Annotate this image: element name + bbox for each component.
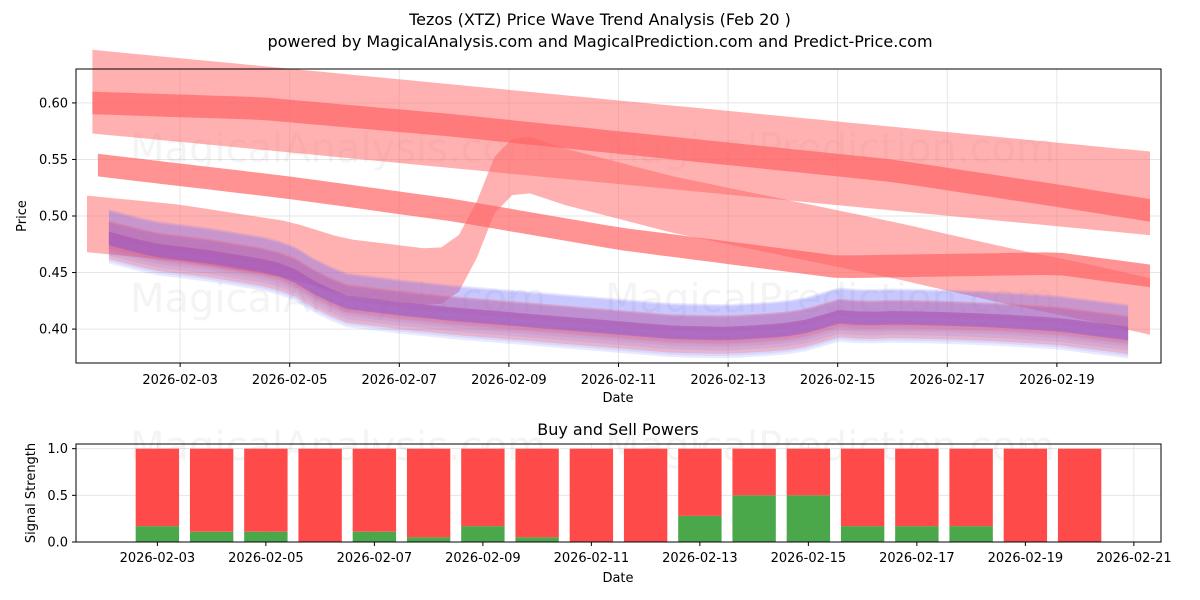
- signal-x-tick-label: 2026-02-21: [1096, 551, 1172, 566]
- price-x-tick-label: 2026-02-07: [362, 373, 438, 388]
- sell-bar: [189, 448, 234, 532]
- signal-x-tick-label: 2026-02-13: [662, 551, 738, 566]
- signal-bars: [135, 448, 1102, 542]
- price-y-tick-label: 0.60: [39, 96, 68, 111]
- signal-x-tick-label: 2026-02-09: [445, 551, 521, 566]
- sell-bar: [840, 448, 885, 527]
- buy-bar: [189, 531, 234, 542]
- trend-band: [97, 153, 1150, 288]
- trend-band: [92, 91, 1150, 222]
- red-wave-band: [108, 220, 1129, 334]
- sell-bar: [569, 448, 614, 542]
- price-y-tick-label: 0.45: [39, 266, 68, 281]
- signal-x-label: Date: [602, 571, 633, 586]
- sell-bar: [515, 448, 559, 538]
- price-x-axis: 2026-02-03 2026-02-05 2026-02-07 2026-02-09…: [142, 363, 1095, 388]
- price-x-tick-label: 2026-02-05: [252, 373, 328, 388]
- sell-bar: [406, 448, 451, 538]
- red-wave-band: [108, 220, 1129, 343]
- buy-bar: [678, 515, 722, 542]
- price-x-tick-label: 2026-02-15: [800, 373, 876, 388]
- signal-x-tick-label: 2026-02-17: [879, 551, 955, 566]
- price-x-tick-label: 2026-02-13: [690, 373, 766, 388]
- buy-bar: [244, 531, 288, 542]
- chart-subtitle: powered by MagicalAnalysis.com and Magic…: [267, 32, 932, 51]
- price-x-tick-label: 2026-02-09: [471, 373, 547, 388]
- price-y-axis: 0.40 0.45 0.50 0.55 0.60: [39, 96, 76, 338]
- buy-bar: [135, 526, 180, 542]
- sell-bar: [461, 448, 505, 527]
- blue-wave-band: [108, 221, 1129, 344]
- signal-x-axis: 2026-02-03 2026-02-05 2026-02-07 2026-02-09…: [120, 542, 1172, 566]
- blue-wave-band: [108, 210, 1129, 340]
- signal-y-label: Signal Strength: [24, 443, 39, 543]
- signal-chart-title: Buy and Sell Powers: [537, 420, 699, 439]
- signal-x-tick-label: 2026-02-19: [988, 551, 1064, 566]
- sell-bar: [732, 448, 776, 496]
- sell-bar: [949, 448, 993, 527]
- red-wave-band: [108, 231, 1129, 354]
- buy-bar: [461, 526, 505, 542]
- buy-bar: [732, 495, 776, 542]
- price-x-tick-label: 2026-02-03: [142, 373, 218, 388]
- buy-bar: [786, 495, 831, 542]
- blue-wave-band: [108, 234, 1129, 357]
- signal-y-tick-label: 1.0: [47, 442, 68, 457]
- signal-plot-frame: [75, 443, 1162, 543]
- signal-y-tick-label: 0.0: [47, 536, 68, 551]
- price-y-tick-label: 0.40: [39, 323, 68, 338]
- buy-bar: [515, 537, 559, 542]
- red-wave-band: [108, 240, 1129, 354]
- trend-band: [87, 136, 1150, 335]
- price-x-tick-label: 2026-02-17: [910, 373, 986, 388]
- price-y-tick-label: 0.50: [39, 210, 68, 225]
- sell-bar: [678, 448, 722, 516]
- red-wave-band: [108, 231, 1129, 345]
- signal-x-tick-label: 2026-02-03: [120, 551, 196, 566]
- sell-bar: [244, 448, 288, 532]
- sell-bar: [135, 448, 180, 527]
- sell-bar: [786, 448, 831, 496]
- signal-x-tick-label: 2026-02-05: [228, 551, 304, 566]
- price-x-tick-label: 2026-02-19: [1019, 373, 1095, 388]
- blue-wave-band: [108, 221, 1129, 351]
- sell-bar: [298, 448, 342, 542]
- blue-wave-band: [108, 211, 1129, 348]
- signal-panel: Buy and Sell Powers MagicalAnalysis.com …: [24, 420, 1172, 586]
- blue-wave-band: [108, 222, 1129, 359]
- price-x-tick-label: 2026-02-11: [581, 373, 657, 388]
- buy-bar: [895, 526, 939, 542]
- sell-bar: [623, 448, 668, 542]
- chart-title: Tezos (XTZ) Price Wave Trend Analysis (F…: [408, 10, 791, 29]
- price-y-tick-label: 0.55: [39, 153, 68, 168]
- buy-bar: [840, 526, 885, 542]
- signal-x-tick-label: 2026-02-11: [554, 551, 630, 566]
- trend-bands: [87, 49, 1150, 335]
- signal-x-tick-label: 2026-02-15: [771, 551, 847, 566]
- buy-bar: [949, 526, 993, 542]
- sell-bar: [895, 448, 939, 527]
- buy-bar: [352, 531, 397, 542]
- blue-wave-band: [108, 209, 1129, 332]
- sell-bar: [352, 448, 397, 532]
- signal-y-tick-label: 0.5: [47, 489, 68, 504]
- signal-y-axis: 0.0 0.5 1.0: [47, 442, 76, 551]
- price-panel: MagicalAnalysis.com MagicalPrediction.co…: [15, 49, 1162, 406]
- buy-bar: [406, 537, 451, 542]
- sell-bar: [1003, 448, 1048, 542]
- price-waves: [108, 209, 1129, 359]
- price-x-label: Date: [602, 391, 633, 406]
- price-y-label: Price: [15, 200, 30, 232]
- signal-x-tick-label: 2026-02-07: [337, 551, 413, 566]
- sell-bar: [1057, 448, 1102, 542]
- price-core-band: [108, 231, 1129, 341]
